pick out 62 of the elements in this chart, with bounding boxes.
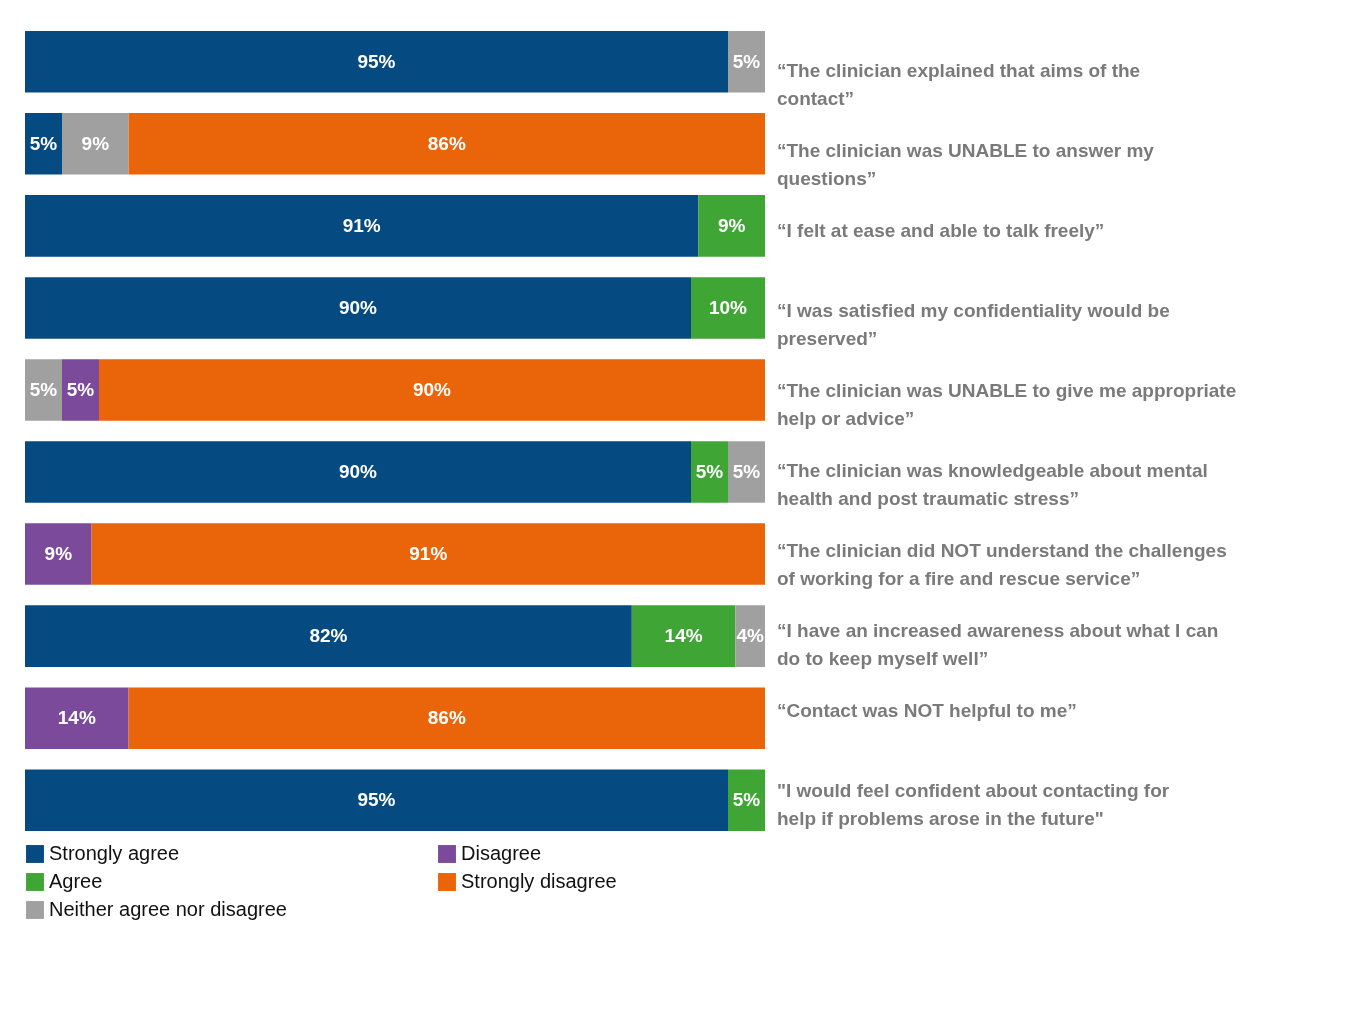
bar xyxy=(99,359,765,421)
bar xyxy=(631,605,736,667)
bar xyxy=(728,31,765,93)
data-label: 5% xyxy=(732,461,761,483)
y-tick-label: "I would feel confident about contacting for help if problems arose in the future" xyxy=(777,780,1170,829)
bar xyxy=(25,769,728,831)
y-tick-label: “The clinician explained that aims of the contact” xyxy=(777,60,1141,109)
bar xyxy=(25,359,62,421)
data-label: 5% xyxy=(29,132,58,154)
data-label: 95% xyxy=(357,50,396,72)
y-tick-label: “I was satisfied my confidentiality would be preserved” xyxy=(777,300,1170,349)
data-label: 14% xyxy=(664,625,703,647)
data-label: 5% xyxy=(732,789,761,811)
bar xyxy=(728,441,765,503)
bar xyxy=(25,605,632,667)
data-label: 5% xyxy=(695,461,724,483)
data-label: 14% xyxy=(57,707,96,729)
data-label: 5% xyxy=(732,50,761,72)
bar xyxy=(25,523,92,585)
data-label: 82% xyxy=(309,625,348,647)
data-label: 91% xyxy=(342,214,381,236)
data-label: 91% xyxy=(409,543,448,565)
bar xyxy=(691,277,765,339)
legend-label: Strongly disagree xyxy=(461,870,617,892)
bar xyxy=(25,277,691,339)
legend-label: Strongly agree xyxy=(49,842,180,864)
data-label: 90% xyxy=(338,461,378,483)
y-tick-label: “I have an increased awareness about what I can do to keep myself well” xyxy=(777,620,1219,669)
bar xyxy=(25,195,699,257)
bar xyxy=(698,195,765,257)
bar xyxy=(25,113,62,175)
bar xyxy=(62,359,99,421)
data-label: 9% xyxy=(717,214,746,236)
y-tick-label: “The clinician was UNABLE to give me appropriate help or advice” xyxy=(777,380,1237,429)
y-tick-label: “The clinician was knowledgeable about mental health and post traumatic stress” xyxy=(777,460,1208,509)
legend-label: Neither agree nor disagree xyxy=(49,898,287,920)
data-label: 90% xyxy=(412,378,452,400)
bar xyxy=(25,31,728,93)
data-label: 5% xyxy=(66,378,95,400)
bar xyxy=(91,523,765,585)
y-tick-label: “The clinician was UNABLE to answer my questions” xyxy=(777,140,1155,189)
data-label: 9% xyxy=(44,543,73,565)
data-label: 86% xyxy=(427,132,466,154)
bar xyxy=(128,113,765,175)
data-label: 4% xyxy=(736,625,765,647)
bar xyxy=(128,687,765,749)
data-label: 9% xyxy=(81,132,110,154)
legend-label: Agree xyxy=(49,870,103,892)
bar xyxy=(25,687,129,749)
y-tick-label: “I felt at ease and able to talk freely” xyxy=(777,220,1105,241)
y-tick-label: “Contact was NOT helpful to me” xyxy=(777,700,1077,721)
y-tick-label: “The clinician did NOT understand the challenges of working for a fire and rescue service” xyxy=(777,540,1227,589)
data-label: 86% xyxy=(427,707,466,729)
data-label: 90% xyxy=(338,296,378,318)
data-label: 95% xyxy=(357,789,396,811)
data-label: 5% xyxy=(29,378,58,400)
legend-label: Disagree xyxy=(461,842,542,864)
bar xyxy=(25,441,691,503)
bar xyxy=(62,113,129,175)
data-label: 10% xyxy=(708,296,748,318)
bar xyxy=(691,441,728,503)
bar xyxy=(728,769,765,831)
